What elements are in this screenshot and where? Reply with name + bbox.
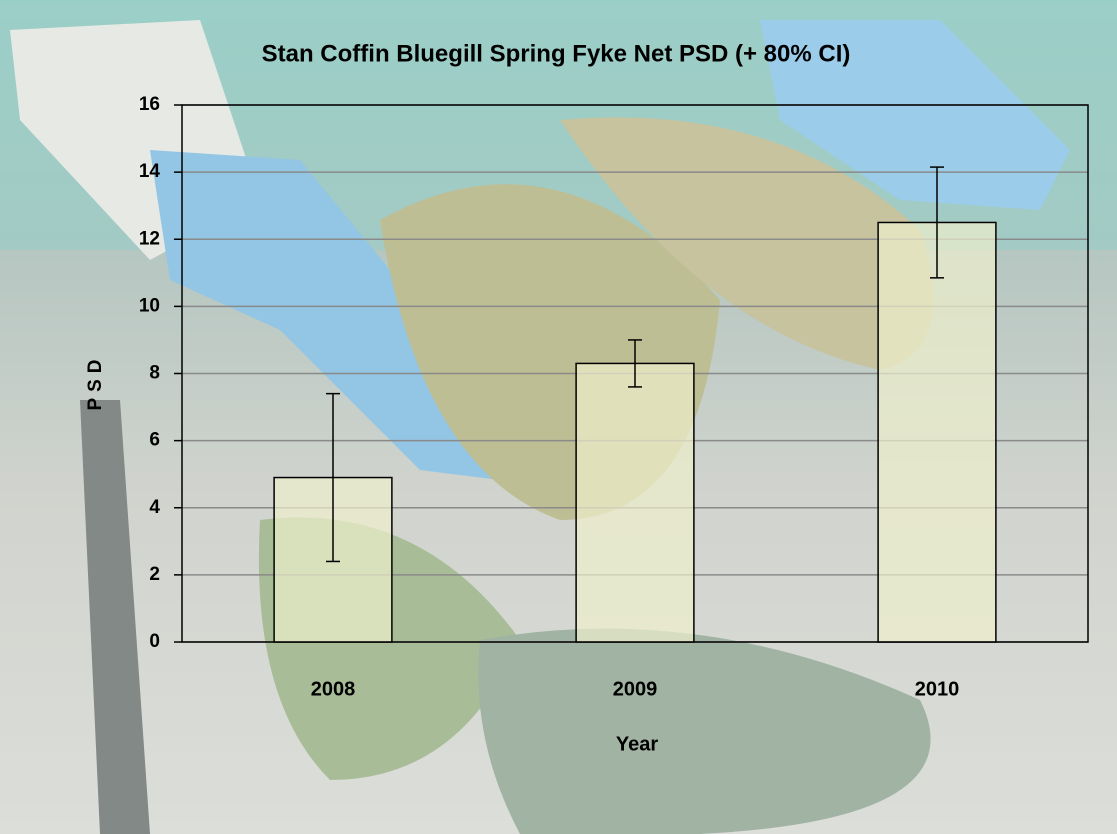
y-tick-label: 10 [139, 295, 160, 316]
y-tick-label: 4 [149, 497, 160, 518]
x-tick-label: 2008 [311, 678, 356, 700]
y-tick-label: 16 [139, 94, 160, 115]
x-tick-label: 2009 [613, 678, 658, 700]
bar [877, 221, 997, 643]
y-tick-label: 2 [149, 564, 160, 585]
x-tick-label: 2010 [915, 678, 960, 700]
y-axis-label: PSD [85, 353, 106, 410]
bar [575, 362, 695, 643]
y-tick-label: 8 [149, 363, 160, 384]
y-tick-label: 0 [149, 631, 160, 652]
y-tick-label: 6 [149, 430, 160, 451]
x-axis-label: Year [616, 733, 658, 755]
y-tick-label: 14 [139, 161, 161, 182]
chart-title: Stan Coffin Bluegill Spring Fyke Net PSD… [262, 40, 851, 67]
y-tick-label: 12 [139, 228, 160, 249]
